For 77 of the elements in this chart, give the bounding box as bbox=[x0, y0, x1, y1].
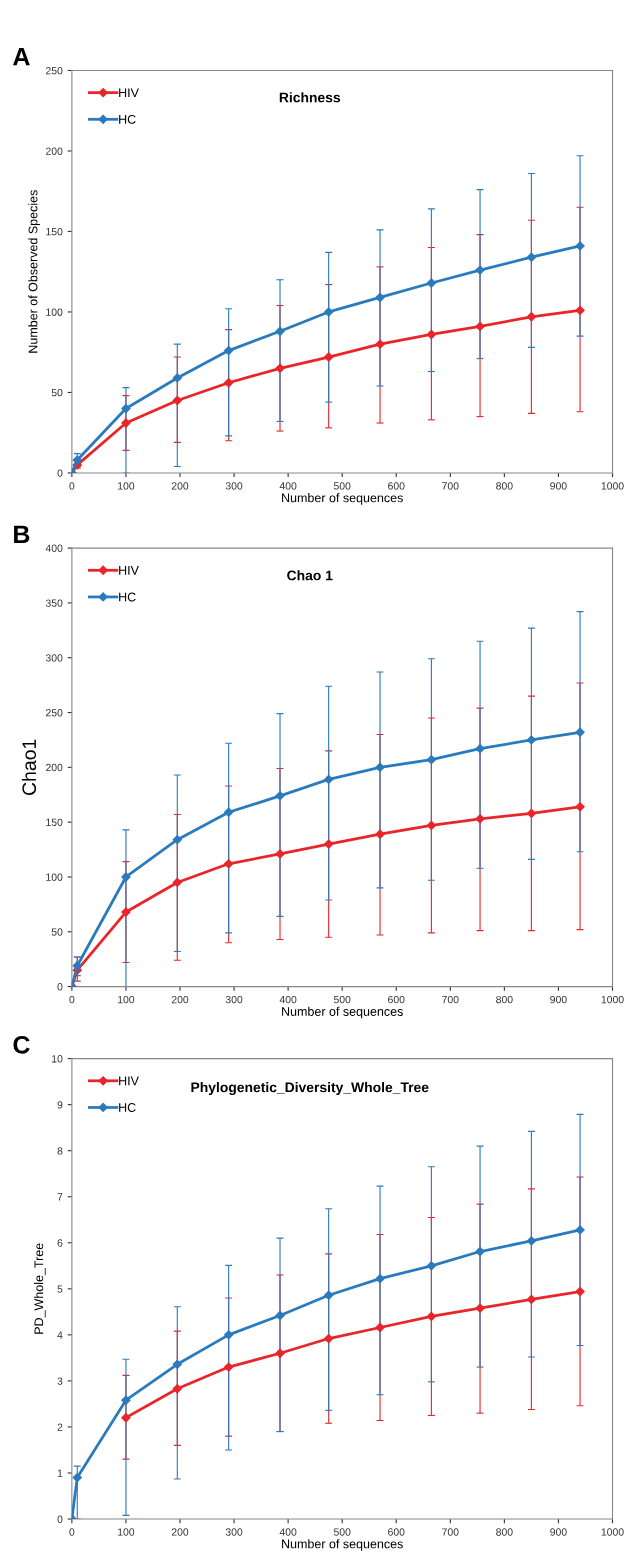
y-tick-label: 300 bbox=[45, 654, 63, 662]
x-tick-label: 400 bbox=[279, 1528, 297, 1536]
x-tick-label: 900 bbox=[550, 1528, 567, 1536]
text: Chao 1 bbox=[287, 570, 333, 581]
y-tick-label: 50 bbox=[51, 928, 63, 936]
x-tick-label: 500 bbox=[333, 1528, 351, 1536]
x-axis-title: Number of sequences bbox=[282, 493, 403, 505]
y-tick-label: 6 bbox=[57, 1239, 63, 1247]
legend-label: HIV bbox=[119, 566, 139, 575]
y-tick-label: 8 bbox=[57, 1147, 63, 1155]
legend-label: HC bbox=[119, 114, 136, 124]
text: B bbox=[14, 525, 30, 543]
y-axis-title: PD_Whole_Tree bbox=[34, 1243, 46, 1334]
y-tick-label: 150 bbox=[46, 818, 63, 827]
y-tick-label: 10 bbox=[52, 1055, 63, 1063]
y-tick-label: 3 bbox=[57, 1377, 63, 1385]
x-tick-label: 1000 bbox=[601, 1528, 624, 1536]
x-tick-label: 900 bbox=[550, 482, 567, 490]
x-axis-title: Number of sequences bbox=[282, 1006, 403, 1019]
x-tick-label: 800 bbox=[496, 1528, 513, 1536]
legend-label: HC bbox=[119, 1103, 136, 1112]
x-tick-label: 300 bbox=[225, 995, 243, 1004]
y-tick-label: 350 bbox=[45, 599, 63, 607]
x-tick-label: 800 bbox=[496, 482, 513, 490]
x-tick-label: 100 bbox=[118, 1528, 135, 1536]
y-tick-label: 50 bbox=[51, 388, 63, 397]
x-tick-label: 0 bbox=[69, 995, 75, 1004]
x-tick-label: 400 bbox=[279, 995, 297, 1004]
x-tick-label: 200 bbox=[171, 482, 189, 490]
x-tick-label: 700 bbox=[442, 995, 459, 1004]
text: C bbox=[13, 1035, 30, 1054]
y-tick-label: 200 bbox=[45, 147, 63, 155]
legend-label: HC bbox=[119, 592, 136, 602]
text: Richness bbox=[279, 92, 341, 103]
y-tick-label: 250 bbox=[45, 66, 63, 75]
x-tick-label: 900 bbox=[550, 995, 567, 1004]
x-tick-label: 600 bbox=[388, 1528, 405, 1536]
y-tick-label: 150 bbox=[46, 227, 63, 236]
legend-label: HIV bbox=[119, 88, 139, 98]
y-tick-label: 5 bbox=[57, 1285, 63, 1293]
x-tick-label: 1000 bbox=[601, 482, 624, 490]
y-tick-label: 0 bbox=[57, 1515, 63, 1523]
y-tick-label: 4 bbox=[57, 1331, 63, 1339]
x-tick-label: 300 bbox=[225, 1528, 243, 1536]
x-tick-label: 1000 bbox=[601, 995, 624, 1004]
x-tick-label: 100 bbox=[118, 482, 135, 490]
x-tick-label: 0 bbox=[69, 482, 75, 490]
y-axis-title: Chao1 bbox=[21, 739, 37, 795]
x-tick-label: 200 bbox=[171, 1528, 189, 1536]
legend-label: HIV bbox=[119, 1076, 139, 1086]
x-tick-label: 0 bbox=[69, 1528, 75, 1536]
y-tick-label: 200 bbox=[45, 763, 63, 772]
y-tick-label: 0 bbox=[57, 983, 63, 991]
y-tick-label: 400 bbox=[45, 544, 63, 552]
y-tick-label: 2 bbox=[57, 1423, 63, 1431]
x-tick-label: 700 bbox=[442, 482, 459, 490]
y-tick-label: 100 bbox=[46, 873, 63, 881]
text: A bbox=[13, 48, 30, 66]
y-tick-label: 250 bbox=[45, 709, 63, 717]
y-tick-label: 100 bbox=[46, 308, 63, 316]
x-tick-label: 600 bbox=[388, 995, 405, 1004]
y-tick-label: 9 bbox=[57, 1101, 63, 1109]
y-axis-title: Number of Observed Species bbox=[28, 190, 40, 353]
x-tick-label: 700 bbox=[442, 1528, 459, 1536]
x-tick-label: 200 bbox=[171, 995, 189, 1004]
x-tick-label: 600 bbox=[388, 482, 405, 490]
y-tick-label: 0 bbox=[57, 469, 63, 477]
x-tick-label: 100 bbox=[118, 995, 135, 1004]
x-axis-title: Number of sequences bbox=[282, 1539, 403, 1551]
y-tick-label: 1 bbox=[57, 1469, 63, 1477]
x-tick-label: 800 bbox=[496, 995, 513, 1004]
x-tick-label: 500 bbox=[333, 482, 351, 490]
y-tick-label: 7 bbox=[57, 1193, 63, 1201]
x-tick-label: 400 bbox=[279, 482, 297, 490]
text: Phylogenetic_Diversity_Whole_Tree bbox=[191, 1082, 429, 1096]
x-tick-label: 500 bbox=[333, 995, 351, 1004]
x-tick-label: 300 bbox=[225, 482, 243, 490]
